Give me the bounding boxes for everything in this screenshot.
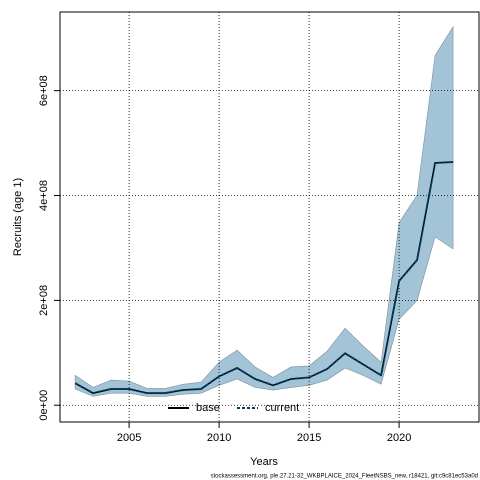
y-tick-label: 2e+08 xyxy=(38,285,50,316)
legend-label: current xyxy=(265,402,299,414)
plot-frame xyxy=(59,11,480,423)
footer: stockassessment.org, ple.27.21-32_WKBPLA… xyxy=(211,474,479,480)
x-axis-label: Years xyxy=(250,456,278,468)
x-tick-label: 2005 xyxy=(117,432,141,444)
x-tick-label: 2015 xyxy=(297,432,321,444)
x-tick-label: 2020 xyxy=(387,432,411,444)
line-1 xyxy=(74,160,454,395)
confidence-band xyxy=(74,25,454,397)
y-axis-label: Recruits (age 1) xyxy=(12,178,24,256)
y-tick-label: 0e+00 xyxy=(38,390,50,421)
y-tick-label: 6e+08 xyxy=(38,75,50,106)
y-tick-label: 4e+08 xyxy=(38,180,50,211)
x-tick-label: 2010 xyxy=(207,432,231,444)
legend-label: base xyxy=(196,402,220,414)
